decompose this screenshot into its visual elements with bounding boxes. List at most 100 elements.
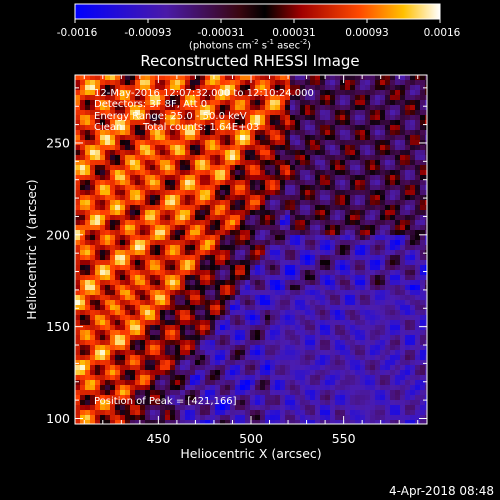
heatmap-cell <box>380 165 386 171</box>
heatmap-cell <box>265 315 271 321</box>
heatmap-cell <box>420 375 426 381</box>
heatmap-cell <box>230 230 236 236</box>
heatmap-cell <box>90 225 96 231</box>
heatmap-cell <box>210 355 216 361</box>
heatmap-cell <box>250 155 256 161</box>
heatmap-cell <box>300 155 306 161</box>
heatmap-cell <box>275 220 281 226</box>
heatmap-cell <box>205 75 211 81</box>
heatmap-cell <box>255 250 261 256</box>
heatmap-cell <box>260 185 266 191</box>
heatmap-cell <box>315 290 321 296</box>
heatmap-cell <box>220 325 226 331</box>
heatmap-cell <box>380 120 386 126</box>
heatmap-cell <box>220 315 226 321</box>
heatmap-cell <box>280 215 286 221</box>
heatmap-cell <box>75 325 81 331</box>
heatmap-cell <box>360 265 366 271</box>
heatmap-cell <box>405 370 411 376</box>
heatmap-cell <box>130 170 136 176</box>
heatmap-cell <box>90 90 96 96</box>
heatmap-cell <box>375 120 381 126</box>
heatmap-cell <box>295 180 301 186</box>
heatmap-cell <box>410 385 416 391</box>
heatmap-cell <box>135 370 141 376</box>
heatmap-cell <box>100 295 106 301</box>
heatmap-cell <box>410 320 416 326</box>
heatmap-cell <box>125 265 131 271</box>
heatmap-cell <box>215 90 221 96</box>
heatmap-cell <box>335 120 341 126</box>
heatmap-cell <box>370 225 376 231</box>
heatmap-cell <box>315 325 321 331</box>
heatmap-cell <box>400 100 406 106</box>
heatmap-cell <box>390 85 396 91</box>
heatmap-cell <box>100 285 106 291</box>
heatmap-cell <box>320 350 326 356</box>
heatmap-cell <box>100 310 106 316</box>
heatmap-cell <box>280 275 286 281</box>
heatmap-cell <box>270 265 276 271</box>
heatmap-cell <box>195 370 201 376</box>
heatmap-cell <box>345 400 351 406</box>
heatmap-cell <box>335 325 341 331</box>
heatmap-cell <box>400 320 406 326</box>
heatmap-cell <box>200 135 206 141</box>
heatmap-cell <box>305 220 311 226</box>
heatmap-cell <box>310 405 316 411</box>
heatmap-cell <box>75 75 81 81</box>
heatmap-cell <box>405 365 411 371</box>
heatmap-cell <box>105 315 111 321</box>
heatmap-cell <box>335 275 341 281</box>
heatmap-cell <box>420 180 426 186</box>
heatmap-cell <box>255 205 261 211</box>
heatmap-cell <box>290 220 296 226</box>
heatmap-cell <box>235 95 241 101</box>
heatmap-cell <box>85 115 91 121</box>
heatmap-cell <box>165 410 171 416</box>
heatmap-cell <box>300 325 306 331</box>
heatmap-cell <box>270 295 276 301</box>
heatmap-cell <box>175 345 181 351</box>
heatmap-cell <box>330 200 336 206</box>
heatmap-cell <box>170 220 176 226</box>
heatmap-cell <box>155 190 161 196</box>
heatmap-cell <box>110 225 116 231</box>
heatmap-cell <box>250 335 256 341</box>
heatmap-cell <box>425 155 427 161</box>
heatmap-cell <box>215 160 221 166</box>
heatmap-cell <box>135 275 141 281</box>
heatmap-cell <box>75 95 81 101</box>
heatmap-cell <box>250 160 256 166</box>
heatmap-cell <box>375 295 381 301</box>
heatmap-cell <box>310 240 316 246</box>
heatmap-cell <box>395 145 401 151</box>
heatmap-cell <box>400 340 406 346</box>
heatmap-cell <box>90 165 96 171</box>
heatmap-cell <box>290 380 296 386</box>
heatmap-cell <box>105 410 111 416</box>
heatmap-cell <box>145 135 151 141</box>
heatmap-cell <box>425 390 427 396</box>
heatmap-cell <box>95 75 101 81</box>
heatmap-cell <box>350 90 356 96</box>
heatmap-cell <box>400 115 406 121</box>
heatmap-cell <box>375 115 381 121</box>
heatmap-cell <box>350 205 356 211</box>
heatmap-cell <box>345 100 351 106</box>
heatmap-cell <box>125 330 131 336</box>
heatmap-cell <box>280 225 286 231</box>
heatmap-cell <box>320 325 326 331</box>
heatmap-cell <box>205 100 211 106</box>
heatmap-cell <box>425 125 427 131</box>
heatmap-cell <box>120 100 126 106</box>
heatmap-cell <box>400 190 406 196</box>
heatmap-cell <box>135 145 141 151</box>
heatmap-cell <box>155 85 161 91</box>
heatmap-cell <box>145 375 151 381</box>
heatmap-cell <box>185 140 191 146</box>
heatmap-cell <box>160 215 166 221</box>
heatmap-cell <box>160 270 166 276</box>
heatmap-cell <box>330 250 336 256</box>
heatmap-cell <box>390 350 396 356</box>
